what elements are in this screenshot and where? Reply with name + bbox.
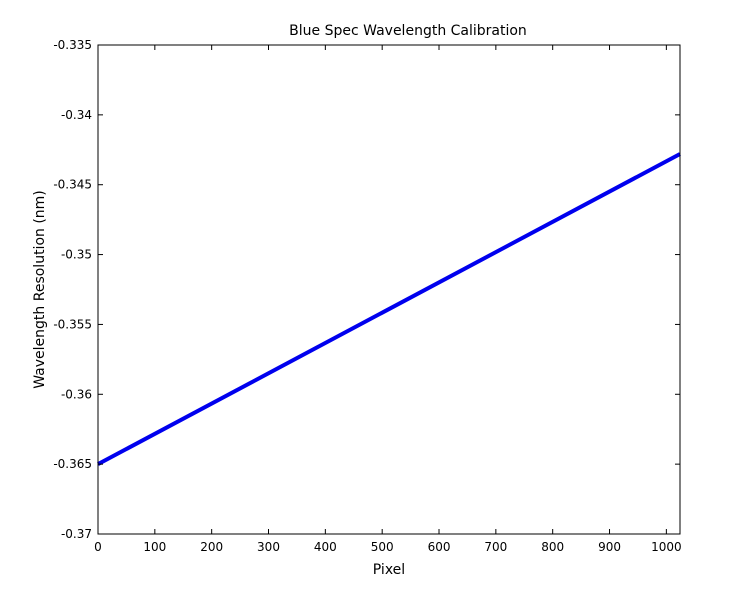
- y-tick-label: -0.345: [53, 178, 92, 192]
- x-tick-label: 900: [598, 540, 621, 554]
- plot-frame: [97, 44, 681, 535]
- x-tick-label: 100: [143, 540, 166, 554]
- ticks-layer: 0 100 200 300 400 500 600 700 800 900 1000 -0.37 -0.…: [53, 38, 681, 554]
- series-line-0: [97, 152, 681, 466]
- x-tick-label: 600: [428, 540, 451, 554]
- y-tick-label: -0.365: [53, 457, 92, 471]
- x-tick-label: 500: [371, 540, 394, 554]
- x-tick-label: 700: [484, 540, 507, 554]
- y-axis-label: Wavelength Resolution (nm): [32, 190, 48, 389]
- x-tick-label: 200: [200, 540, 223, 554]
- plot-area: [98, 45, 680, 534]
- chart-title: Blue Spec Wavelength Calibration: [289, 23, 527, 39]
- y-tick-label: -0.34: [61, 108, 92, 122]
- x-tick-label: 300: [257, 540, 280, 554]
- y-tick-label: -0.335: [53, 38, 92, 52]
- x-tick-label: 1000: [651, 540, 682, 554]
- series-layer: [97, 152, 681, 466]
- y-tick-label: -0.37: [61, 527, 92, 541]
- x-tick-label: 400: [314, 540, 337, 554]
- y-tick-label: -0.35: [61, 248, 92, 262]
- y-tick-label: -0.355: [53, 317, 92, 331]
- y-tick-label: -0.36: [61, 387, 92, 401]
- x-tick-label: 800: [541, 540, 564, 554]
- x-tick-label: 0: [94, 540, 102, 554]
- x-axis-label: Pixel: [373, 562, 405, 578]
